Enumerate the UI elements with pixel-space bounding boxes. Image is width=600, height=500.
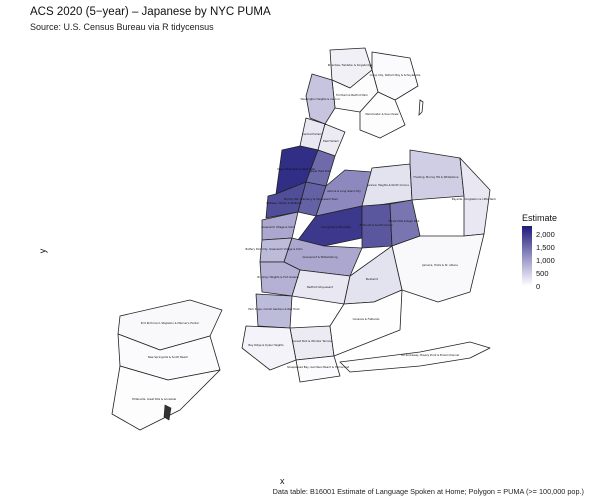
puma-label-bk7: Bay Ridge & Dyker Heights — [248, 343, 284, 347]
puma-region-bk7 — [241, 325, 297, 371]
puma-label-bx4: Parkchester & Soundview — [365, 112, 399, 116]
map-title: ACS 2020 (5−year) – Japanese by NYC PUMA — [30, 6, 271, 18]
puma-region-qn4 — [361, 203, 393, 249]
puma-label-bk3: Park Slope, Carroll Gardens & Red Hook — [248, 307, 300, 311]
legend-title: Estimate — [522, 213, 558, 223]
small-island — [163, 404, 172, 421]
puma-region-bk9 — [329, 289, 403, 357]
puma-labels: Riverdale, Fieldston & Kingsbridge Co-op … — [132, 63, 497, 401]
puma-region-bx4 — [359, 91, 406, 139]
legend-tick-label: 500 — [536, 268, 549, 278]
legend-tick-label: 1,000 — [536, 255, 555, 265]
caption: Data table: B16001 Estimate of Language … — [272, 487, 584, 496]
puma-label-mn8: Greenwich Village & Soho — [261, 225, 295, 229]
puma-label-bx1: Riverdale, Fieldston & Kingsbridge — [328, 63, 373, 67]
puma-label-bk6: Sunset Park & Windsor Terrace — [292, 339, 332, 343]
puma-region-qn7 — [459, 157, 491, 237]
puma-region-bk8 — [295, 355, 341, 383]
puma-label-mn5: Upper East Side — [310, 169, 331, 173]
puma-label-si2: New Springville & South Beach — [148, 355, 189, 359]
legend-tick-label: 2,000 — [536, 229, 555, 239]
puma-label-bk1: Greenpoint & Williamsburg — [303, 255, 338, 259]
puma-region-qn2 — [361, 163, 413, 207]
puma-region-qn9 — [339, 341, 491, 373]
puma-region-si3 — [111, 365, 221, 431]
puma-label-bk4: Bedford-Stuyvesant — [307, 285, 333, 289]
legend-colorbar — [522, 226, 532, 286]
puma-label-bx3: Fordham & Bedford Park — [336, 93, 368, 97]
puma-label-mn1: Washington Heights & Inwood — [300, 97, 339, 101]
puma-label-bk9: Canarsie & Flatlands — [353, 317, 380, 321]
map-subtitle: Source: U.S. Census Bureau via R tidycen… — [30, 22, 214, 32]
x-axis-label: x — [280, 476, 285, 486]
legend: Estimate 2,000 1,500 1,000 500 0 — [522, 213, 592, 303]
puma-label-mn2: Central Harlem — [302, 132, 322, 136]
puma-region-qn3 — [297, 205, 363, 247]
puma-label-bx2: Co-op City, Pelham Bay & Schuylerville — [370, 73, 421, 77]
puma-label-qn5: Flushing, Murray Hill & Whitestone — [414, 175, 459, 179]
puma-label-bk5: Bushwick — [366, 277, 379, 281]
puma-label-bk8: Sheepshead Bay, Gerritsen Beach & Homecr… — [287, 365, 349, 369]
legend-tick-label: 0 — [536, 282, 541, 291]
puma-label-qn4: Elmhurst & South Corona — [360, 223, 393, 227]
puma-label-si3: Tottenville, Great Kills & Annadale — [132, 397, 176, 401]
puma-region-qn5 — [409, 149, 465, 201]
puma-label-mn9: Battery Park City, Greenwich Village & S… — [245, 247, 302, 251]
legend-tick-label: 1,500 — [536, 242, 555, 252]
puma-label-qn3: Sunnyside & Woodside — [321, 225, 351, 229]
puma-label-mn7: Murray Hill, Gramercy & Stuyvesant Town — [284, 197, 338, 201]
puma-label-qn2: Jackson Heights & North Corona — [366, 183, 409, 187]
puma-label-mn4: Upper West Side & West Side — [277, 167, 315, 171]
puma-label-mn3: East Harlem — [323, 139, 339, 143]
city-island — [418, 99, 424, 117]
puma-label-qn7: Bayside, Douglaston & Little Neck — [452, 197, 497, 201]
puma-region-qn8 — [391, 233, 485, 303]
puma-label-bk2: Brooklyn Heights & Fort Greene — [257, 275, 299, 279]
puma-regions — [111, 47, 491, 431]
puma-label-qn6: Forest Hills & Rego Park — [389, 219, 420, 223]
puma-label-qn8: Jamaica, Hollis & St. Albans — [421, 263, 458, 267]
puma-region-bk6 — [289, 325, 335, 361]
puma-label-qn1: Astoria & Long Island City — [327, 189, 361, 193]
puma-label-qn9: Far Rockaway, Breezy Point & Broad Chann… — [401, 353, 460, 357]
puma-region-bk3 — [255, 293, 293, 329]
puma-label-si1: Port Richmond, Stapleton & Mariner's Har… — [141, 321, 200, 325]
puma-label-mn6: Chelsea, Clinton & Midtown — [266, 201, 302, 205]
